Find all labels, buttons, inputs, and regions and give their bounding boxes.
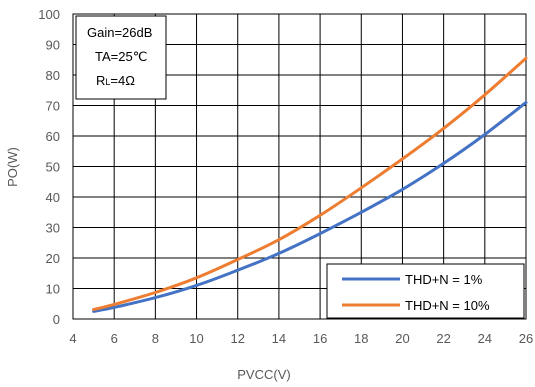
condition-rl-subscript: L [105, 77, 110, 87]
series-lines [92, 56, 528, 313]
x-tick-label: 26 [519, 331, 533, 346]
x-tick-label: 20 [395, 331, 409, 346]
y-axis-title: PO(W) [5, 147, 20, 187]
y-tick-label: 30 [46, 221, 60, 236]
x-tick-label: 6 [111, 331, 118, 346]
x-tick-label: 14 [272, 331, 286, 346]
x-axis-title: PVCC(V) [237, 367, 290, 382]
condition-rl-suffix: =4Ω [110, 73, 135, 88]
conditions-box: Gain=26dB TA=25℃ RL=4Ω [75, 15, 167, 100]
x-tick-label: 22 [436, 331, 450, 346]
y-tick-label: 80 [46, 68, 60, 83]
condition-rl: RL=4Ω [96, 73, 135, 88]
y-tick-label: 20 [46, 251, 60, 266]
legend-label-1: THD+N = 1% [405, 272, 483, 287]
plot-frame [72, 13, 527, 320]
y-tick-label: 50 [46, 160, 60, 175]
legend-frame [326, 263, 525, 319]
y-tick-label: 100 [38, 7, 60, 22]
y-tick-label: 10 [46, 282, 60, 297]
x-tick-label: 12 [230, 331, 244, 346]
y-tick-label: 40 [46, 190, 60, 205]
condition-rl-prefix: R [96, 73, 105, 88]
tick-labels: 4 6 8 10 12 14 16 18 20 22 24 26 0 10 20 30 40 50 60 70 80 90… [38, 7, 533, 346]
y-tick-label: 60 [46, 129, 60, 144]
x-tick-label: 16 [313, 331, 327, 346]
x-tick-label: 8 [152, 331, 159, 346]
condition-gain: Gain=26dB [87, 25, 152, 40]
legend: THD+N = 1% THD+N = 10% [326, 263, 525, 319]
y-tick-label: 90 [46, 38, 60, 53]
legend-label-2: THD+N = 10% [405, 298, 490, 313]
condition-ta: TA=25℃ [95, 49, 147, 64]
series-line-2 [92, 56, 528, 311]
y-tick-label: 70 [46, 99, 60, 114]
series-line-1 [92, 101, 528, 313]
x-tick-label: 10 [189, 331, 203, 346]
y-tick-label: 0 [53, 312, 60, 327]
x-tick-label: 24 [478, 331, 492, 346]
conditions-frame [75, 15, 167, 100]
x-tick-label: 4 [69, 331, 76, 346]
x-tick-label: 18 [354, 331, 368, 346]
